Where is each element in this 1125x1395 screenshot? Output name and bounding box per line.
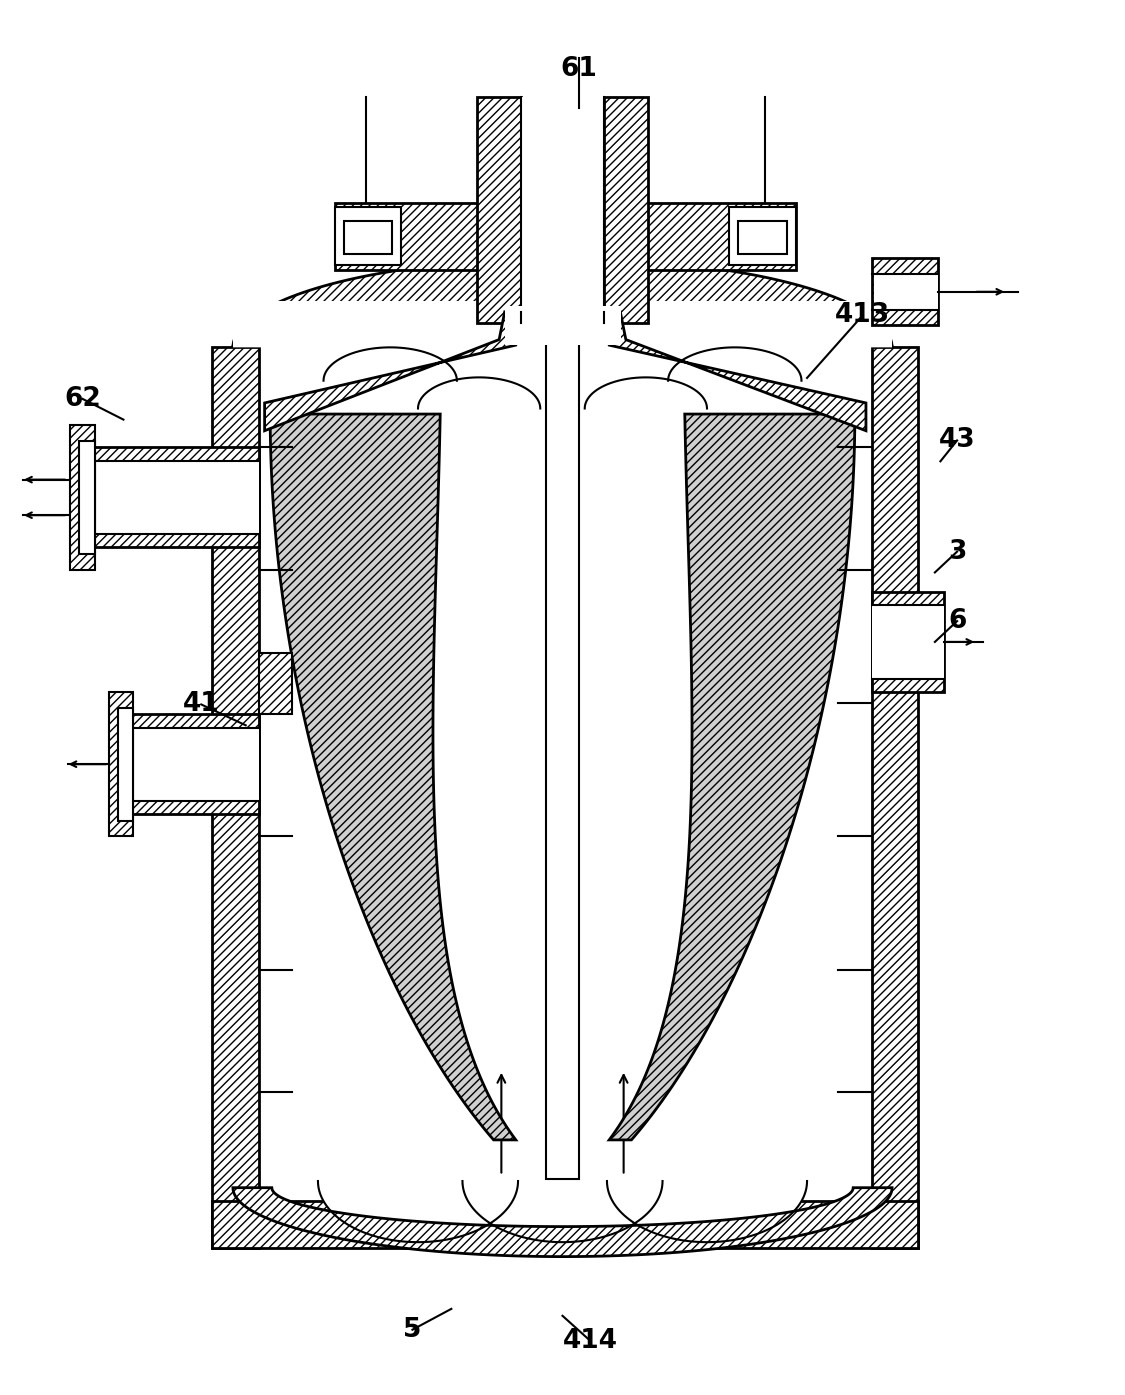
Text: 61: 61 (560, 56, 597, 82)
Polygon shape (270, 414, 516, 1140)
Bar (738, 220, 787, 254)
Bar (79, 441, 95, 554)
Text: 413: 413 (835, 303, 890, 328)
Bar (505, 307, 621, 345)
Bar (90, 460, 259, 534)
Bar (129, 728, 259, 801)
Bar (213, 347, 918, 1247)
Polygon shape (608, 1182, 807, 1242)
Bar (343, 220, 393, 254)
Text: 62: 62 (64, 386, 100, 412)
Bar (334, 202, 795, 269)
Polygon shape (233, 301, 892, 347)
Bar (334, 208, 402, 265)
Bar (70, 425, 94, 569)
Text: 3: 3 (948, 538, 966, 565)
Polygon shape (462, 1182, 663, 1242)
Bar (213, 1201, 918, 1247)
Bar (233, 301, 892, 347)
Text: 6: 6 (948, 608, 966, 635)
Text: 5: 5 (403, 1317, 422, 1343)
Bar (129, 714, 259, 815)
Text: 41: 41 (183, 692, 219, 717)
Polygon shape (264, 312, 521, 431)
Bar (118, 707, 134, 820)
Polygon shape (609, 414, 855, 1140)
Bar (90, 448, 259, 547)
Bar (259, 653, 292, 714)
Polygon shape (233, 1187, 892, 1257)
Bar (729, 208, 795, 265)
Polygon shape (233, 258, 892, 347)
Bar (213, 347, 259, 1247)
Text: 414: 414 (562, 1328, 618, 1353)
Bar (521, 98, 605, 322)
Bar (872, 258, 938, 325)
Polygon shape (604, 312, 866, 431)
Bar (477, 98, 521, 322)
Bar (604, 98, 648, 322)
Bar (872, 605, 944, 678)
Bar (874, 273, 938, 310)
Bar (109, 692, 134, 837)
Bar (546, 301, 579, 1179)
Bar (872, 591, 944, 692)
Bar (872, 347, 918, 1247)
Text: 43: 43 (938, 427, 975, 453)
Polygon shape (318, 1182, 518, 1242)
